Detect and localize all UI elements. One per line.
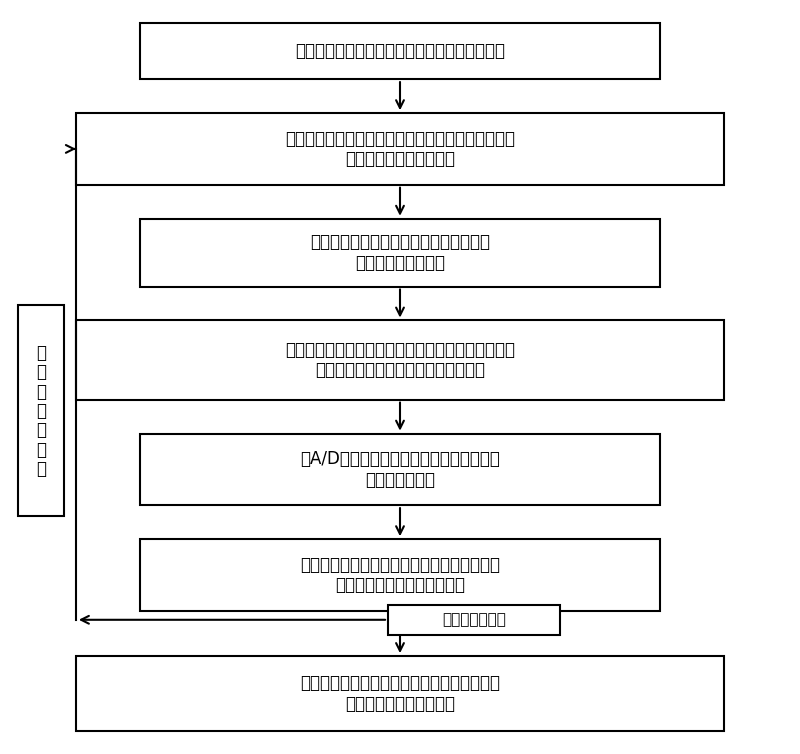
Bar	[140, 434, 660, 505]
Bar	[76, 113, 724, 185]
Text: 含
量
比
小
于
阈
值: 含 量 比 小 于 阈 值	[36, 344, 46, 478]
Bar	[140, 23, 660, 79]
Text: 电液阀打开放煤口，开启近红外分析装置
开始采集近红外信号: 电液阀打开放煤口，开启近红外分析装置 开始采集近红外信号	[310, 233, 490, 272]
Text: 经A/D转换器转换，计算机处理得到混合物
中的煤矸含量比: 经A/D转换器转换，计算机处理得到混合物 中的煤矸含量比	[300, 450, 500, 489]
Text: 近红外分析装置传出信号，电液阀控制器动作
关闭放煤口，停止放顶煤: 近红外分析装置传出信号，电液阀控制器动作 关闭放煤口，停止放顶煤	[300, 674, 500, 713]
Bar	[76, 320, 724, 400]
Text: 近红外线分析装置及发射、接收光波探头的设置: 近红外线分析装置及发射、接收光波探头的设置	[295, 42, 505, 60]
Text: 近红外分析装置内的计算机将实时测量得到的
煤矸含量比与设定阈值相比较: 近红外分析装置内的计算机将实时测量得到的 煤矸含量比与设定阈值相比较	[300, 556, 500, 594]
Bar	[18, 305, 64, 516]
Bar	[76, 656, 724, 731]
Bar	[388, 605, 560, 635]
Text: 含量比大于阈值: 含量比大于阈值	[442, 612, 506, 627]
Text: 近红外分析装置处理光波信号得到干涉图、近红外光
谱图及煤矸混合物中的碳氢官能团含量: 近红外分析装置处理光波信号得到干涉图、近红外光 谱图及煤矸混合物中的碳氢官能团含…	[285, 341, 515, 379]
Text: 对现场的煤质标定，调节近红外分析装置，设定关闭
放煤口的煤矸含量比阈值: 对现场的煤质标定，调节近红外分析装置，设定关闭 放煤口的煤矸含量比阈值	[285, 130, 515, 168]
Bar	[140, 539, 660, 611]
Bar	[140, 219, 660, 287]
